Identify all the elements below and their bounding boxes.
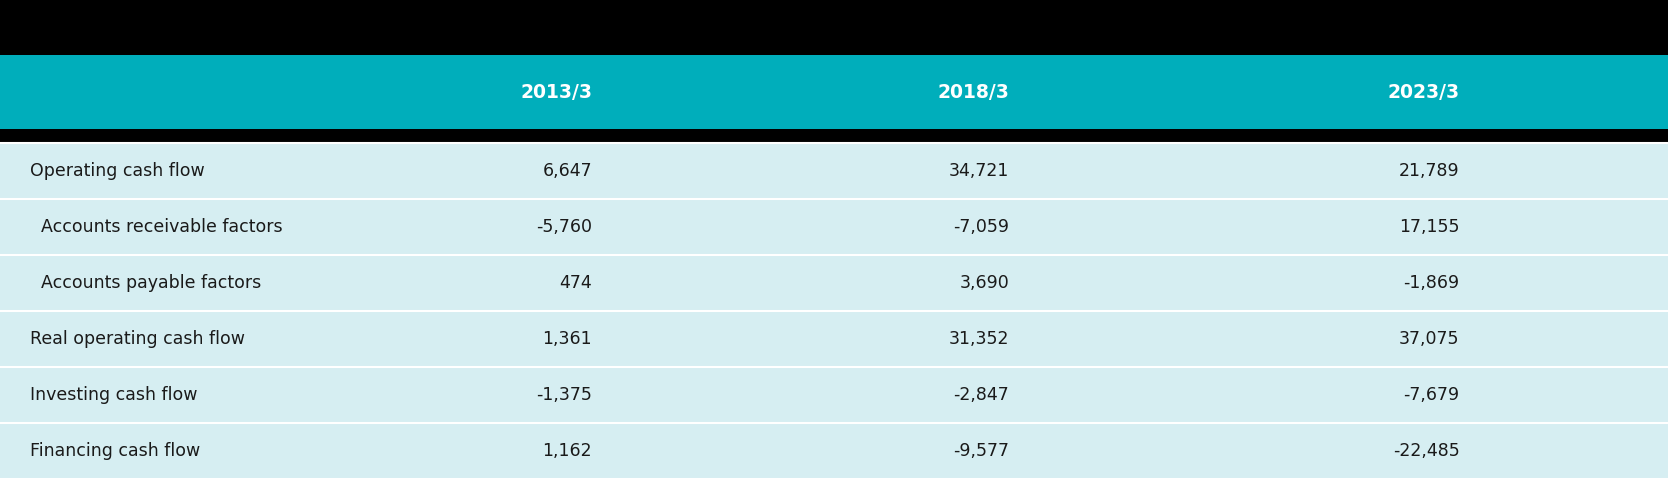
Text: -7,679: -7,679 <box>1403 386 1460 404</box>
Text: 37,075: 37,075 <box>1399 330 1460 348</box>
Text: 1,361: 1,361 <box>542 330 592 348</box>
Text: -9,577: -9,577 <box>952 442 1009 460</box>
Text: 474: 474 <box>559 274 592 292</box>
Text: 31,352: 31,352 <box>949 330 1009 348</box>
Text: Accounts payable factors: Accounts payable factors <box>30 274 262 292</box>
Text: 2013/3: 2013/3 <box>520 83 592 102</box>
Text: Accounts receivable factors: Accounts receivable factors <box>30 218 282 236</box>
Text: -7,059: -7,059 <box>952 218 1009 236</box>
Text: 3,690: 3,690 <box>959 274 1009 292</box>
Text: -2,847: -2,847 <box>954 386 1009 404</box>
Text: 2023/3: 2023/3 <box>1388 83 1460 102</box>
Text: 1,162: 1,162 <box>542 442 592 460</box>
Text: Real operating cash flow: Real operating cash flow <box>30 330 245 348</box>
Bar <box>0 129 1668 143</box>
Bar <box>0 143 1668 479</box>
Text: -22,485: -22,485 <box>1393 442 1460 460</box>
Bar <box>0 0 1668 55</box>
Text: Investing cash flow: Investing cash flow <box>30 386 197 404</box>
Text: 17,155: 17,155 <box>1399 218 1460 236</box>
Text: 34,721: 34,721 <box>949 162 1009 180</box>
Text: Operating cash flow: Operating cash flow <box>30 162 205 180</box>
Text: -1,375: -1,375 <box>537 386 592 404</box>
Text: 21,789: 21,789 <box>1399 162 1460 180</box>
Text: 6,647: 6,647 <box>542 162 592 180</box>
Bar <box>0 55 1668 129</box>
Text: -5,760: -5,760 <box>535 218 592 236</box>
Text: -1,869: -1,869 <box>1403 274 1460 292</box>
Text: 2018/3: 2018/3 <box>937 83 1009 102</box>
Text: Financing cash flow: Financing cash flow <box>30 442 200 460</box>
